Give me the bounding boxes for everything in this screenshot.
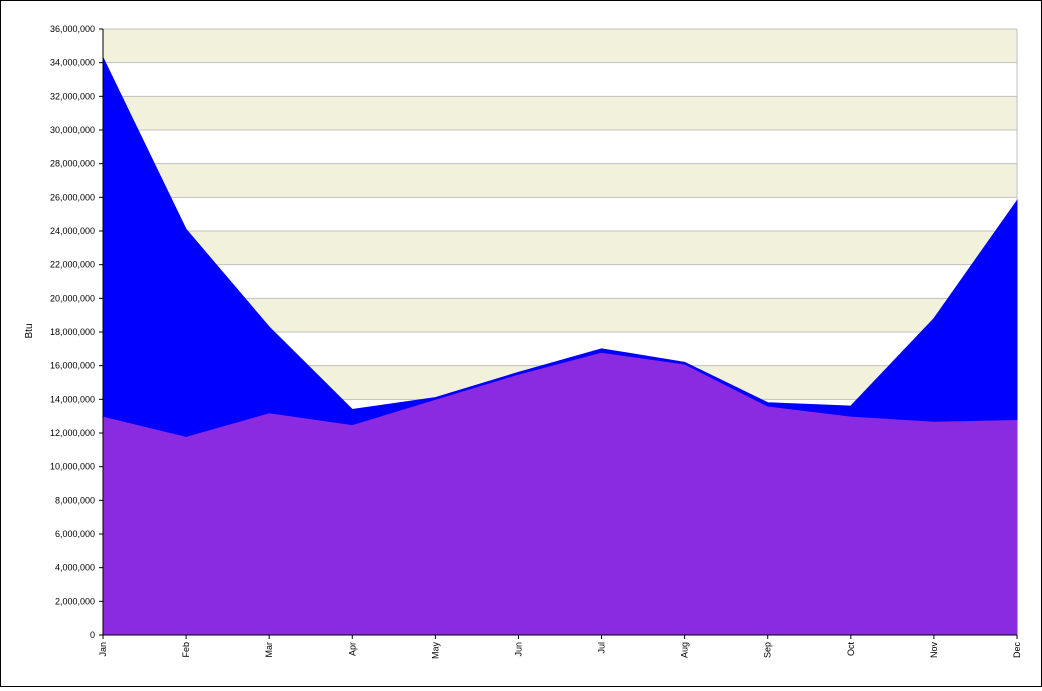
y-tick-label: 8,000,000	[55, 495, 95, 505]
plot-band	[103, 163, 1017, 198]
y-tick-label: 22,000,000	[50, 260, 95, 270]
x-tick-label: Mar	[264, 642, 274, 658]
y-tick-label: 32,000,000	[50, 91, 95, 101]
y-axis-label: Btu	[24, 323, 35, 338]
y-tick-label: 10,000,000	[50, 462, 95, 472]
x-tick-label: May	[430, 642, 440, 660]
y-tick-label: 4,000,000	[55, 563, 95, 573]
x-tick-label: Jan	[98, 642, 108, 657]
y-tick-label: 14,000,000	[50, 394, 95, 404]
y-tick-label: 36,000,000	[50, 24, 95, 34]
y-tick-label: 0	[90, 630, 95, 640]
y-tick-label: 2,000,000	[55, 596, 95, 606]
y-tick-label: 24,000,000	[50, 226, 95, 236]
plot-band	[103, 29, 1017, 63]
y-tick-label: 28,000,000	[50, 159, 95, 169]
x-tick-label: Oct	[846, 642, 856, 657]
y-tick-label: 12,000,000	[50, 428, 95, 438]
x-tick-label: Aug	[680, 642, 690, 658]
x-tick-label: Feb	[181, 642, 191, 658]
x-tick-label: Nov	[929, 642, 939, 659]
area-series-2	[102, 57, 1018, 437]
x-tick-label: Apr	[347, 642, 357, 656]
y-axis-ticks: 0 2,000,000 4,000,000 6,000,000 8,000,000 10,…	[50, 24, 103, 640]
y-tick-label: 26,000,000	[50, 192, 95, 202]
x-axis-ticks: Jan Feb Mar Apr May Jun Jul Aug Sep Oct Nov Dec	[98, 635, 1022, 659]
stacked-areas	[102, 57, 1018, 636]
y-tick-label: 18,000,000	[50, 327, 95, 337]
plot-band	[103, 231, 1017, 265]
y-tick-label: 34,000,000	[50, 58, 95, 68]
plot-band	[103, 96, 1017, 130]
x-tick-label: Sep	[763, 642, 773, 658]
x-tick-label: Dec	[1012, 642, 1022, 659]
x-tick-label: Jun	[513, 642, 523, 657]
x-tick-label: Jul	[597, 642, 607, 654]
y-tick-label: 30,000,000	[50, 125, 95, 135]
y-tick-label: 16,000,000	[50, 361, 95, 371]
y-tick-label: 20,000,000	[50, 293, 95, 303]
y-tick-label: 6,000,000	[55, 529, 95, 539]
